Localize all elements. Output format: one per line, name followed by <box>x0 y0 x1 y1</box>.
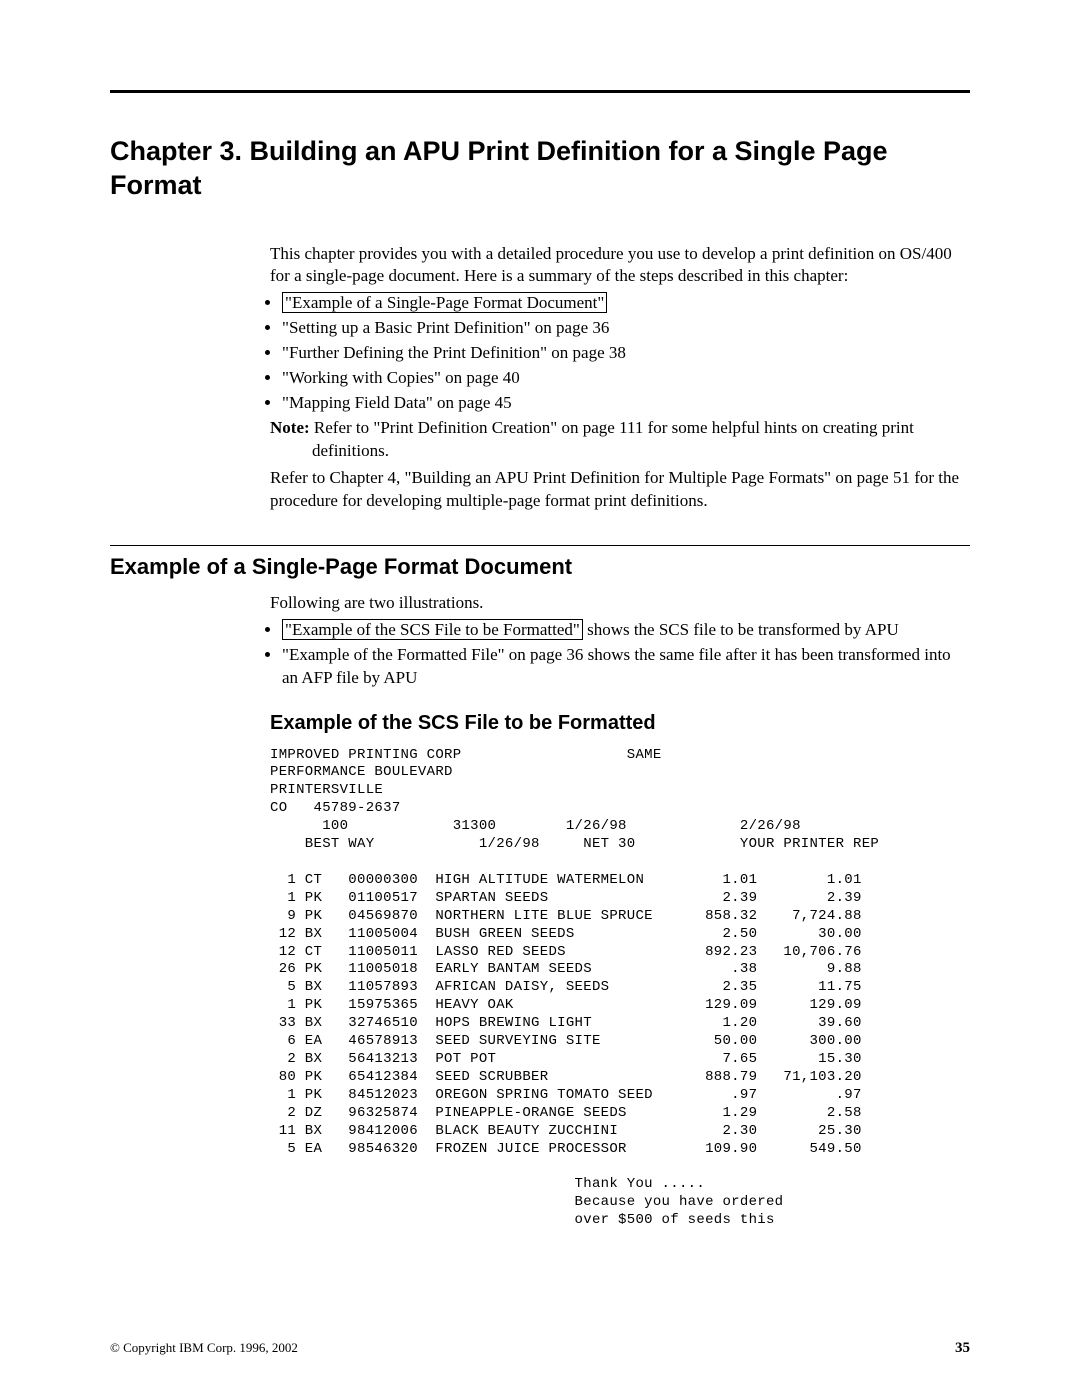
list-item: "Example of a Single-Page Format Documen… <box>282 292 970 315</box>
top-bullet-list: "Example of a Single-Page Format Documen… <box>270 292 970 415</box>
note-text: Refer to "Print Definition Creation" on … <box>310 418 914 460</box>
scs-code-block: IMPROVED PRINTING CORP SAME PERFORMANCE … <box>270 747 970 1230</box>
copyright-text: © Copyright IBM Corp. 1996, 2002 <box>110 1340 298 1357</box>
page-number: 35 <box>955 1340 970 1357</box>
link-example-scs-file[interactable]: "Example of the SCS File to be Formatted… <box>282 619 583 640</box>
chapter-title: Chapter 3. Building an APU Print Definit… <box>110 135 970 203</box>
intro-block: This chapter provides you with a detaile… <box>270 243 970 513</box>
list-item: "Example of the Formatted File" on page … <box>282 644 970 690</box>
note-block: Note: Refer to "Print Definition Creatio… <box>270 417 970 463</box>
following-paragraph: Following are two illustrations. <box>270 592 970 615</box>
refer-paragraph: Refer to Chapter 4, "Building an APU Pri… <box>270 467 970 513</box>
list-item: "Working with Copies" on page 40 <box>282 367 970 390</box>
intro-paragraph: This chapter provides you with a detaile… <box>270 243 970 289</box>
subheading-scs: Example of the SCS File to be Formatted <box>270 712 970 735</box>
note-label: Note: <box>270 418 310 437</box>
section-heading-example: Example of a Single-Page Format Document <box>110 554 970 580</box>
mid-bullet-list: "Example of the SCS File to be Formatted… <box>270 619 970 690</box>
top-rule <box>110 90 970 93</box>
list-item-tail: shows the SCS file to be transformed by … <box>583 620 899 639</box>
list-item: "Further Defining the Print Definition" … <box>282 342 970 365</box>
section-rule <box>110 545 970 546</box>
example-intro-block: Following are two illustrations. "Exampl… <box>270 592 970 690</box>
page: Chapter 3. Building an APU Print Definit… <box>0 0 1080 1397</box>
list-item: "Example of the SCS File to be Formatted… <box>282 619 970 642</box>
link-example-single-page[interactable]: "Example of a Single-Page Format Documen… <box>282 292 607 313</box>
page-footer: © Copyright IBM Corp. 1996, 2002 35 <box>110 1340 970 1357</box>
list-item: "Mapping Field Data" on page 45 <box>282 392 970 415</box>
list-item: "Setting up a Basic Print Definition" on… <box>282 317 970 340</box>
